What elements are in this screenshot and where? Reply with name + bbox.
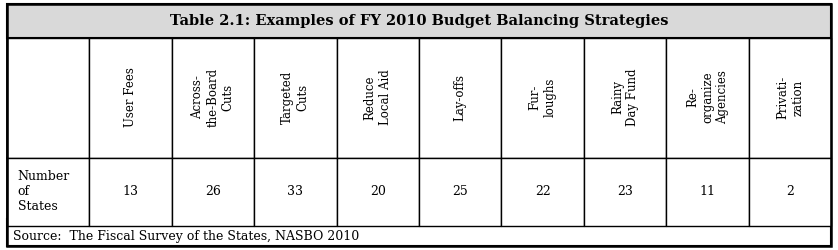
- Bar: [749, 158, 831, 226]
- Text: 33: 33: [287, 186, 303, 198]
- Bar: [89, 158, 172, 226]
- Text: 11: 11: [700, 186, 716, 198]
- Bar: [172, 158, 254, 226]
- Text: Lay-offs: Lay-offs: [453, 74, 467, 121]
- Bar: [749, 38, 831, 158]
- Text: Table 2.1: Examples of FY 2010 Budget Balancing Strategies: Table 2.1: Examples of FY 2010 Budget Ba…: [170, 14, 668, 28]
- Text: Reduce
Local Aid: Reduce Local Aid: [364, 70, 392, 126]
- Bar: [666, 158, 749, 226]
- Text: 23: 23: [618, 186, 633, 198]
- Text: Targeted
Cuts: Targeted Cuts: [282, 71, 309, 124]
- Text: Privati-
zation: Privati- zation: [776, 76, 804, 119]
- Text: Rainy
Day Fund: Rainy Day Fund: [611, 69, 639, 126]
- Text: Fur-
loughs: Fur- loughs: [529, 78, 556, 117]
- Text: Re-
organize
Agencies: Re- organize Agencies: [686, 70, 729, 124]
- Text: 25: 25: [453, 186, 468, 198]
- Bar: [584, 158, 666, 226]
- Text: 2: 2: [786, 186, 794, 198]
- Text: Across-
the-Board
Cuts: Across- the-Board Cuts: [191, 68, 235, 127]
- Bar: [419, 38, 501, 158]
- Text: 26: 26: [205, 186, 220, 198]
- Text: Number
of
States: Number of States: [18, 170, 70, 214]
- Bar: [501, 158, 584, 226]
- Text: 20: 20: [370, 186, 385, 198]
- Bar: [666, 38, 749, 158]
- Bar: [584, 38, 666, 158]
- Bar: [7, 158, 831, 226]
- Bar: [419, 158, 501, 226]
- Text: Source:  The Fiscal Survey of the States, NASBO 2010: Source: The Fiscal Survey of the States,…: [13, 230, 360, 243]
- Text: 13: 13: [122, 186, 138, 198]
- Bar: [7, 38, 831, 158]
- Bar: [7, 219, 831, 246]
- Bar: [337, 158, 419, 226]
- Text: User Fees: User Fees: [124, 68, 137, 128]
- Bar: [501, 38, 584, 158]
- Bar: [172, 38, 254, 158]
- Bar: [7, 4, 831, 38]
- Bar: [337, 38, 419, 158]
- Bar: [89, 38, 172, 158]
- Bar: [254, 38, 337, 158]
- Bar: [7, 38, 89, 158]
- Bar: [7, 158, 89, 226]
- Text: 22: 22: [535, 186, 551, 198]
- Bar: [254, 158, 337, 226]
